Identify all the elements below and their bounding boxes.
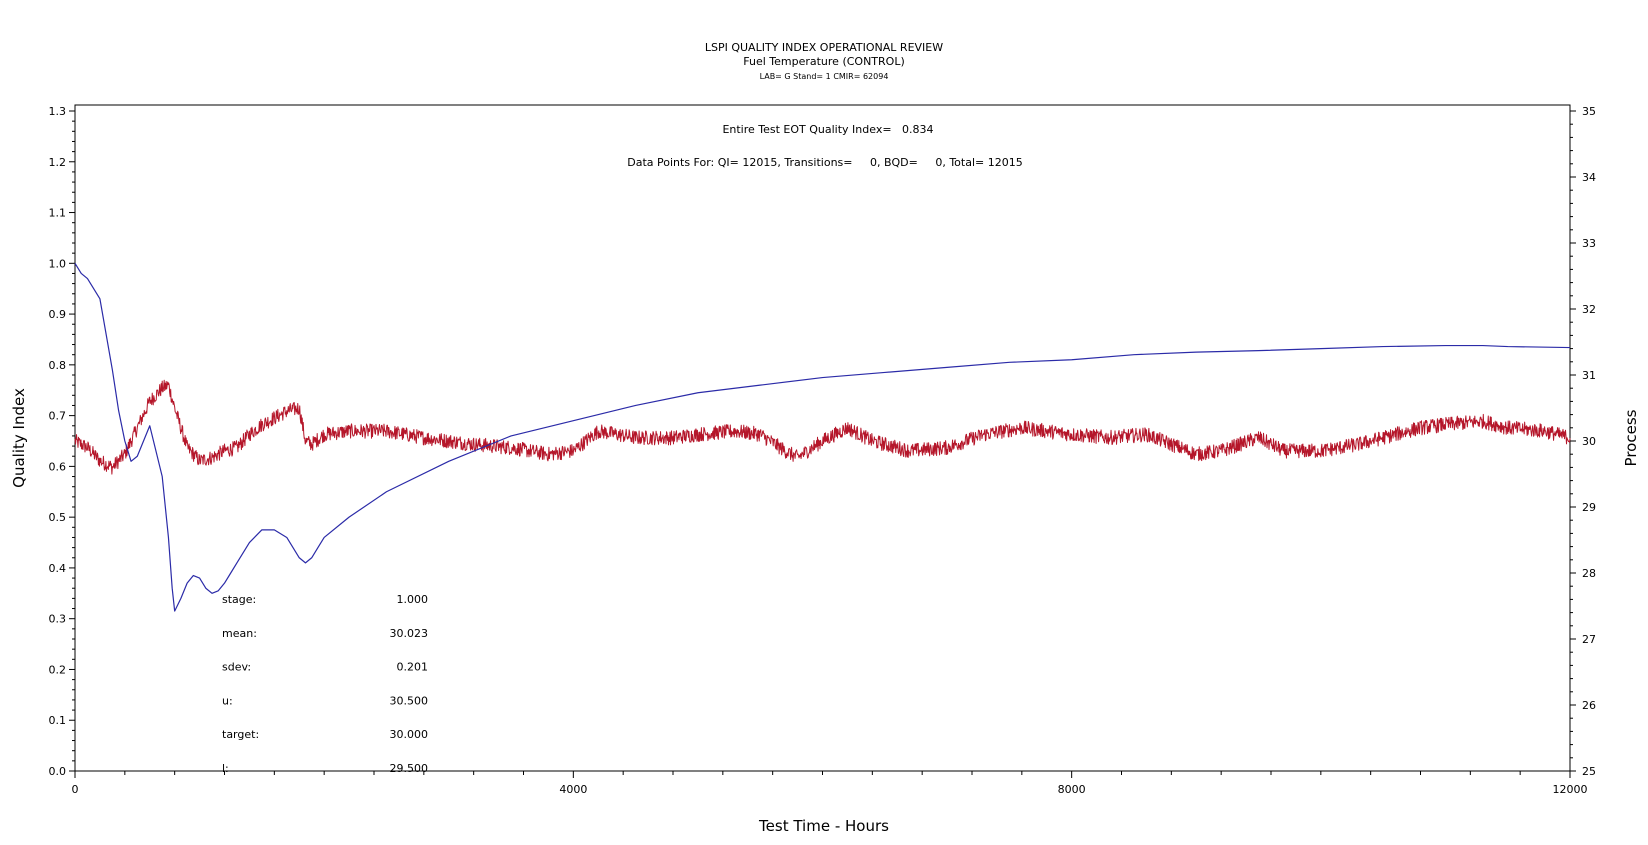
- y-tick-label: 0.5: [49, 511, 67, 524]
- x-axis: 0 4000 8000 12000: [72, 771, 1588, 796]
- y2-tick-label: 27: [1582, 633, 1596, 646]
- y-tick-label: 1.0: [49, 257, 67, 270]
- stat-value: 30.023: [390, 627, 429, 640]
- y2-tick-label: 30: [1582, 435, 1596, 448]
- x-tick-label: 12000: [1553, 783, 1588, 796]
- y2-axis-label: Process: [1622, 409, 1640, 466]
- stat-label: stage:: [222, 593, 256, 606]
- y-axis-label: Quality Index: [10, 388, 28, 488]
- y2-tick-label: 35: [1582, 105, 1596, 118]
- x-tick-label: 4000: [559, 783, 587, 796]
- stats-table: stage: 1.000 mean: 30.023 sdev: 0.201 u: 30.500…: [222, 593, 428, 775]
- stat-value: 30.000: [390, 728, 429, 741]
- stat-value: 0.201: [397, 661, 429, 674]
- y2-tick-label: 34: [1582, 171, 1596, 184]
- y-tick-label: 1.2: [49, 156, 67, 169]
- y-tick-label: 0.6: [49, 460, 67, 473]
- y-tick-label: 0.1: [49, 714, 67, 727]
- series-layer: [74, 262, 1571, 612]
- annotation-data-points: Data Points For: QI= 12015, Transitions=…: [627, 156, 1022, 169]
- y2-tick-label: 31: [1582, 369, 1596, 382]
- annotation-eot-quality-index: Entire Test EOT Quality Index= 0.834: [722, 123, 933, 136]
- y-tick-label: 1.3: [49, 105, 67, 118]
- y-tick-label: 1.1: [49, 207, 67, 220]
- y-axis-right: 25 26 27 28 29 30 31 32 33 34 35: [1570, 105, 1596, 778]
- y2-tick-label: 29: [1582, 501, 1596, 514]
- y2-tick-label: 32: [1582, 303, 1596, 316]
- stat-value: 1.000: [397, 593, 429, 606]
- x-tick-label: 0: [72, 783, 79, 796]
- series-process-line: [74, 379, 1571, 475]
- chart-subtitle: Fuel Temperature (CONTROL): [743, 55, 905, 68]
- stat-label: target:: [222, 728, 259, 741]
- y-tick-label: 0.9: [49, 308, 67, 321]
- y-tick-label: 0.0: [49, 765, 67, 778]
- stat-label: u:: [222, 694, 233, 707]
- y-axis-left: 0.0 0.1 0.2 0.3 0.4 0.5 0.6 0.7 0.8 0.9 1.0 1.1 1.2 1…: [49, 105, 75, 778]
- stat-value: 29.500: [390, 762, 429, 775]
- y-tick-label: 0.3: [49, 613, 67, 626]
- chart-title: LSPI QUALITY INDEX OPERATIONAL REVIEW: [705, 41, 943, 54]
- stat-value: 30.500: [390, 694, 429, 707]
- y-tick-label: 0.8: [49, 359, 67, 372]
- y2-tick-label: 33: [1582, 237, 1596, 250]
- stat-label: mean:: [222, 627, 257, 640]
- stat-label: sdev:: [222, 661, 251, 674]
- series-quality-index-line: [74, 262, 1571, 612]
- y-tick-label: 0.4: [49, 562, 67, 575]
- y-tick-label: 0.2: [49, 663, 67, 676]
- x-tick-label: 8000: [1058, 783, 1086, 796]
- x-axis-label: Test Time - Hours: [758, 817, 889, 835]
- stat-label: l:: [222, 762, 229, 775]
- y2-tick-label: 25: [1582, 765, 1596, 778]
- y-tick-label: 0.7: [49, 410, 67, 423]
- y2-tick-label: 26: [1582, 699, 1596, 712]
- chart-subtitle-2: LAB= G Stand= 1 CMIR= 62094: [760, 72, 889, 81]
- y2-tick-label: 28: [1582, 567, 1596, 580]
